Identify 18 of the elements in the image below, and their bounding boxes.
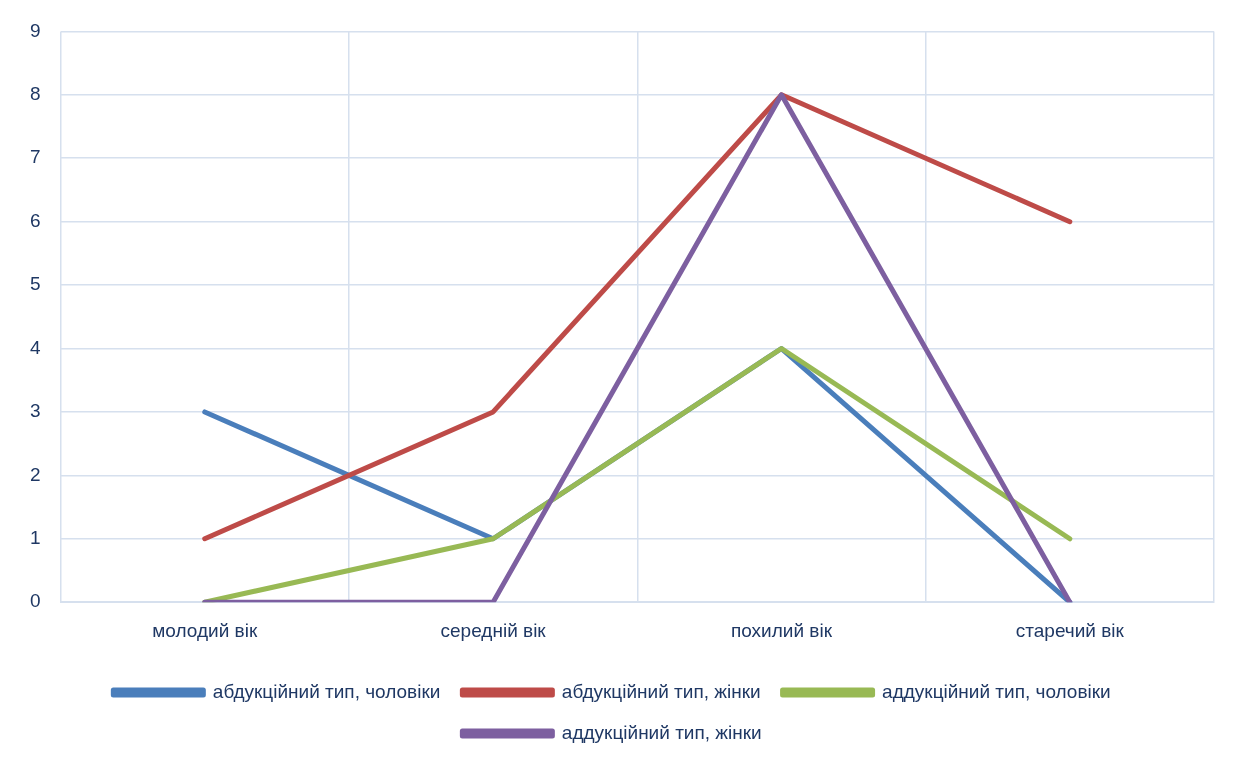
y-tick-label: 0 <box>29 590 41 612</box>
x-tick-label: старечий вік <box>1015 619 1125 641</box>
y-tick-label: 3 <box>29 400 41 422</box>
y-tick-label: 5 <box>29 273 41 295</box>
y-tick-label: 1 <box>29 527 41 549</box>
y-tick-label: 4 <box>29 336 41 358</box>
legend-label: аддукційний тип, чоловіки <box>882 680 1111 702</box>
legend-label: аддукційний тип, жінки <box>561 721 762 743</box>
y-tick-label: 6 <box>29 209 41 231</box>
y-tick-label: 8 <box>29 83 41 105</box>
x-tick-label: середній вік <box>440 619 547 641</box>
y-tick-label: 9 <box>29 19 41 41</box>
x-tick-label: молодий вік <box>152 619 258 641</box>
y-tick-label: 7 <box>29 146 41 168</box>
legend-label: абдукційний тип, жінки <box>561 680 761 702</box>
x-tick-label: похилий вік <box>730 619 833 641</box>
y-tick-label: 2 <box>29 463 41 485</box>
legend-label: абдукційний тип, чоловіки <box>212 680 441 702</box>
